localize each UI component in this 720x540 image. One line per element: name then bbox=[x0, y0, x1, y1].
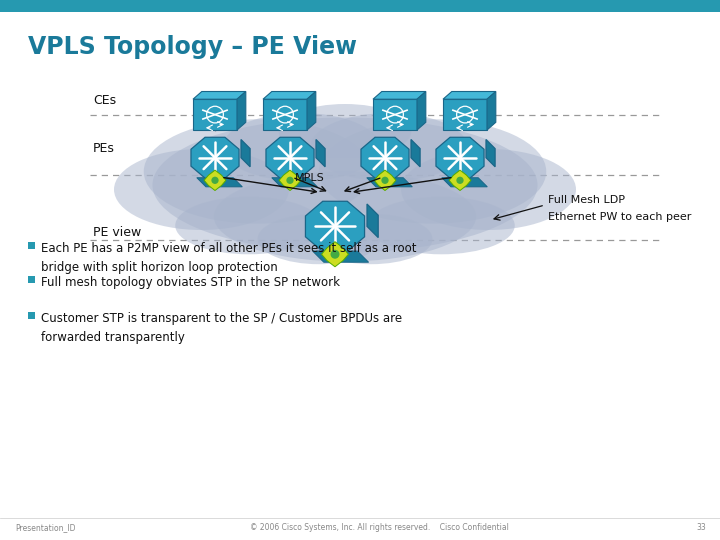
FancyBboxPatch shape bbox=[193, 99, 237, 130]
Polygon shape bbox=[366, 178, 413, 187]
Polygon shape bbox=[197, 178, 243, 187]
Ellipse shape bbox=[222, 113, 380, 181]
Ellipse shape bbox=[175, 197, 323, 254]
Ellipse shape bbox=[214, 172, 476, 261]
Ellipse shape bbox=[368, 197, 515, 254]
Text: MPLS: MPLS bbox=[295, 173, 325, 183]
FancyBboxPatch shape bbox=[373, 99, 417, 130]
Circle shape bbox=[287, 177, 294, 184]
Polygon shape bbox=[266, 137, 314, 178]
Ellipse shape bbox=[401, 149, 576, 230]
Text: Full Mesh LDP: Full Mesh LDP bbox=[548, 195, 625, 205]
Polygon shape bbox=[443, 91, 496, 99]
Text: © 2006 Cisco Systems, Inc. All rights reserved.    Cisco Confidential: © 2006 Cisco Systems, Inc. All rights re… bbox=[250, 523, 509, 532]
Polygon shape bbox=[193, 91, 246, 99]
Polygon shape bbox=[436, 137, 484, 178]
Circle shape bbox=[456, 177, 464, 184]
FancyBboxPatch shape bbox=[28, 276, 35, 283]
Ellipse shape bbox=[310, 214, 433, 264]
Text: PE view: PE view bbox=[93, 226, 141, 239]
FancyBboxPatch shape bbox=[28, 242, 35, 249]
Ellipse shape bbox=[114, 149, 289, 230]
Text: Customer STP is transparent to the SP / Customer BPDUs are
forwarded transparent: Customer STP is transparent to the SP / … bbox=[41, 312, 402, 343]
Circle shape bbox=[330, 250, 340, 259]
Polygon shape bbox=[312, 251, 369, 262]
Polygon shape bbox=[237, 91, 246, 130]
Polygon shape bbox=[487, 91, 496, 130]
Text: PEs: PEs bbox=[93, 141, 115, 154]
FancyBboxPatch shape bbox=[28, 312, 35, 319]
Polygon shape bbox=[241, 139, 250, 167]
Text: CEs: CEs bbox=[93, 93, 116, 106]
Polygon shape bbox=[449, 170, 471, 191]
Polygon shape bbox=[373, 91, 426, 99]
Text: Full mesh topology obviates STP in the SP network: Full mesh topology obviates STP in the S… bbox=[41, 276, 340, 289]
Ellipse shape bbox=[144, 119, 372, 224]
Circle shape bbox=[212, 177, 219, 184]
Text: VPLS Topology – PE View: VPLS Topology – PE View bbox=[28, 35, 357, 59]
Polygon shape bbox=[263, 91, 316, 99]
Ellipse shape bbox=[153, 118, 538, 253]
Polygon shape bbox=[361, 137, 409, 178]
Text: Presentation_ID: Presentation_ID bbox=[15, 523, 76, 532]
Ellipse shape bbox=[258, 214, 380, 264]
Polygon shape bbox=[279, 170, 301, 191]
Polygon shape bbox=[367, 204, 378, 238]
Text: Ethernet PW to each peer: Ethernet PW to each peer bbox=[548, 212, 691, 222]
Polygon shape bbox=[374, 170, 396, 191]
Text: 33: 33 bbox=[696, 523, 706, 532]
Polygon shape bbox=[272, 178, 318, 187]
Polygon shape bbox=[204, 170, 226, 191]
Ellipse shape bbox=[310, 113, 467, 181]
Polygon shape bbox=[417, 91, 426, 130]
Polygon shape bbox=[305, 201, 364, 252]
Polygon shape bbox=[442, 178, 487, 187]
Ellipse shape bbox=[279, 104, 412, 158]
Polygon shape bbox=[191, 137, 239, 178]
Ellipse shape bbox=[319, 119, 546, 224]
FancyBboxPatch shape bbox=[443, 99, 487, 130]
Circle shape bbox=[382, 177, 389, 184]
Polygon shape bbox=[316, 139, 325, 167]
Polygon shape bbox=[322, 242, 348, 267]
Polygon shape bbox=[307, 91, 316, 130]
Text: Each PE has a P2MP view of all other PEs it sees it self as a root
bridge with s: Each PE has a P2MP view of all other PEs… bbox=[41, 242, 416, 273]
FancyBboxPatch shape bbox=[0, 0, 720, 12]
FancyBboxPatch shape bbox=[263, 99, 307, 130]
Polygon shape bbox=[411, 139, 420, 167]
Polygon shape bbox=[486, 139, 495, 167]
